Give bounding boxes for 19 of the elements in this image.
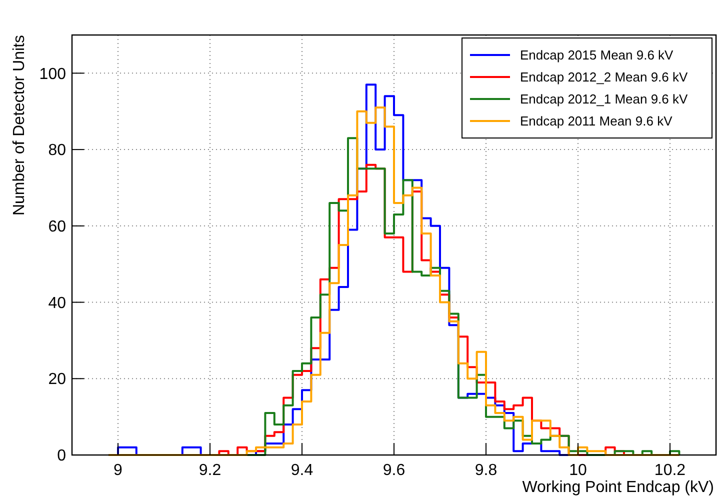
legend-label: Endcap 2011 Mean 9.6 kV <box>520 114 673 129</box>
y-tick-label: 80 <box>48 142 66 160</box>
legend-label: Endcap 2012_2 Mean 9.6 kV <box>520 70 688 85</box>
x-tick-label: 9.4 <box>290 462 314 479</box>
x-tick-label: 9 <box>114 462 123 479</box>
legend-label: Endcap 2012_1 Mean 9.6 kV <box>520 92 688 107</box>
y-tick-label: 100 <box>39 66 66 83</box>
x-tick-label: 10 <box>569 462 587 479</box>
x-tick-label: 9.8 <box>474 462 498 479</box>
y-tick-label: 0 <box>57 448 66 465</box>
y-tick-label: 40 <box>48 294 66 312</box>
x-axis-title: Working Point Endcap (kV) <box>522 479 714 496</box>
y-axis-title: Number of Detector Units <box>11 35 28 216</box>
legend-label: Endcap 2015 Mean 9.6 kV <box>520 48 674 63</box>
y-tick-label: 20 <box>48 371 66 388</box>
y-tick-label: 60 <box>48 218 66 236</box>
x-tick-label: 10.2 <box>654 462 686 479</box>
x-tick-label: 9.6 <box>382 462 406 479</box>
x-tick-label: 9.2 <box>198 462 222 479</box>
